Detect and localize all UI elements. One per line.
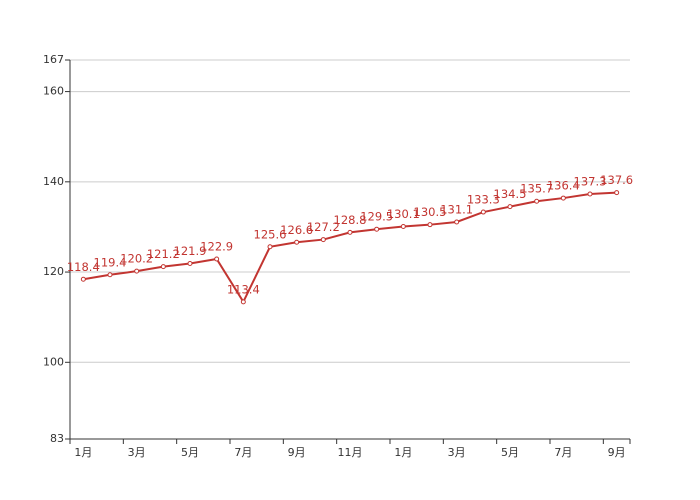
value-label: 131.1 xyxy=(440,202,473,216)
point xyxy=(160,264,166,270)
value-label: 121.9 xyxy=(174,244,207,258)
x-tick-label: 1月 xyxy=(394,446,412,459)
point xyxy=(374,226,380,232)
value-label: 137.6 xyxy=(600,173,633,187)
value-label: 125.6 xyxy=(254,227,287,241)
value-label: 136.4 xyxy=(547,179,580,193)
point xyxy=(614,190,620,196)
x-tick-label: 9月 xyxy=(288,446,306,459)
x-tick-label: 3月 xyxy=(448,446,466,459)
value-label: 134.5 xyxy=(494,187,527,201)
value-label: 130.1 xyxy=(387,207,420,221)
value-label: 118.4 xyxy=(67,260,100,274)
y-tick-label: 120 xyxy=(43,265,64,278)
value-label: 120.2 xyxy=(120,252,153,266)
y-tick-label: 160 xyxy=(43,85,64,98)
point xyxy=(240,299,246,305)
value-label: 135.7 xyxy=(520,182,553,196)
x-tick-label: 3月 xyxy=(128,446,146,459)
value-label: 130.5 xyxy=(414,205,447,219)
value-label: 128.8 xyxy=(334,213,367,227)
value-label: 119.4 xyxy=(94,255,127,269)
point xyxy=(560,195,566,201)
value-label: 121.2 xyxy=(147,247,180,261)
value-label: 113.4 xyxy=(227,282,260,296)
point xyxy=(187,260,193,266)
y-tick-label: 167 xyxy=(43,53,64,66)
x-tick-label: 5月 xyxy=(181,446,199,459)
value-label: 122.9 xyxy=(200,239,233,253)
value-label: 126.6 xyxy=(280,223,313,237)
point xyxy=(214,256,220,262)
point xyxy=(587,191,593,197)
x-tick-label: 9月 xyxy=(608,446,626,459)
value-label: 129.5 xyxy=(360,210,393,224)
point xyxy=(534,198,540,204)
x-tick-label: 1月 xyxy=(74,446,92,459)
x-tick-label: 11月 xyxy=(338,446,363,459)
point xyxy=(80,276,86,282)
value-label: 137.3 xyxy=(574,175,607,189)
point xyxy=(320,237,326,243)
point xyxy=(427,222,433,228)
point xyxy=(480,209,486,215)
y-tick-label: 100 xyxy=(43,355,64,368)
point xyxy=(294,239,300,245)
value-label: 133.3 xyxy=(467,193,500,207)
y-tick-label: 140 xyxy=(43,175,64,188)
point xyxy=(400,223,406,229)
point xyxy=(107,272,113,278)
x-tick-label: 7月 xyxy=(234,446,252,459)
x-tick-label: 5月 xyxy=(501,446,519,459)
y-tick-label: 83 xyxy=(50,432,64,445)
point xyxy=(267,244,273,250)
point xyxy=(134,268,140,274)
x-tick-label: 7月 xyxy=(554,446,572,459)
point xyxy=(507,204,513,210)
point xyxy=(347,229,353,235)
value-label: 127.2 xyxy=(307,220,340,234)
point xyxy=(454,219,460,225)
